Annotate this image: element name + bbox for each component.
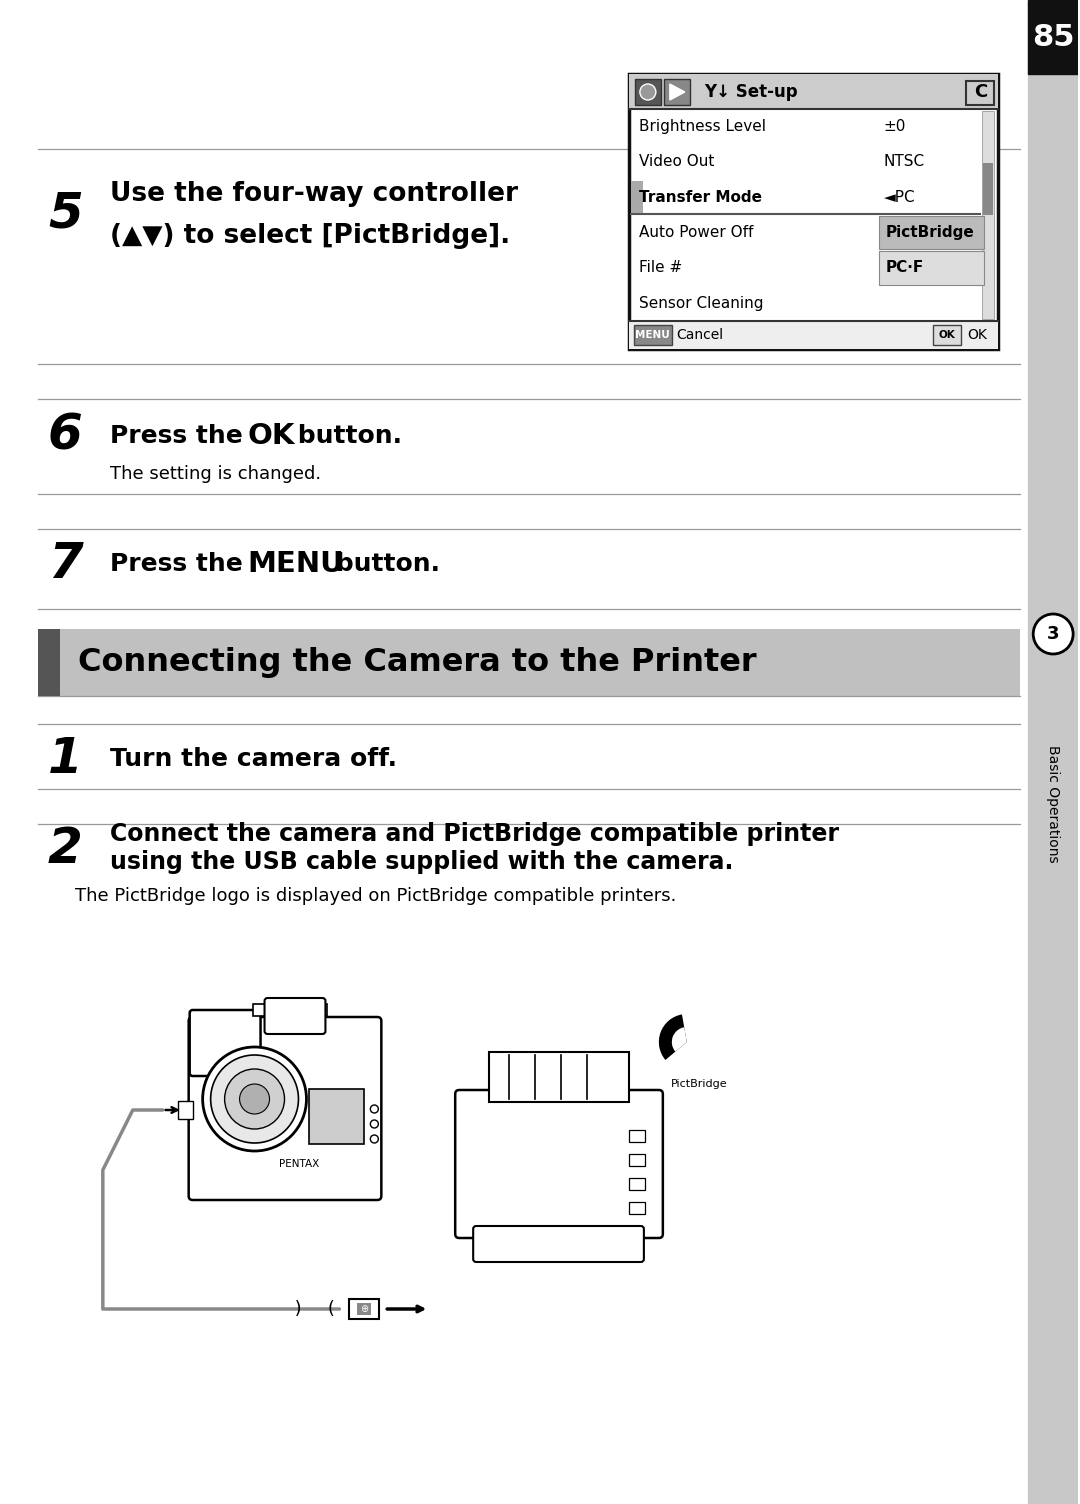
Bar xyxy=(629,1178,645,1190)
Bar xyxy=(38,629,1021,696)
Text: 6: 6 xyxy=(48,412,83,460)
Text: )  (: ) ( xyxy=(293,1299,336,1318)
Text: PENTAX: PENTAX xyxy=(280,1160,320,1169)
Text: using the USB cable supplied with the camera.: using the USB cable supplied with the ca… xyxy=(110,850,733,874)
Bar xyxy=(879,217,984,250)
Bar xyxy=(1028,0,1078,1504)
Bar xyxy=(629,1154,645,1166)
Bar xyxy=(631,180,643,214)
Bar xyxy=(489,1051,629,1102)
Bar xyxy=(933,325,961,344)
FancyBboxPatch shape xyxy=(189,1017,381,1200)
Text: The setting is changed.: The setting is changed. xyxy=(110,465,321,483)
Bar xyxy=(350,1299,379,1319)
Circle shape xyxy=(370,1136,378,1143)
Bar xyxy=(178,1101,192,1119)
Circle shape xyxy=(370,1120,378,1128)
Text: ◄PC: ◄PC xyxy=(883,190,915,205)
Text: button.: button. xyxy=(327,552,441,576)
Text: OK: OK xyxy=(968,328,987,341)
Text: Connect the camera and PictBridge compatible printer: Connect the camera and PictBridge compat… xyxy=(110,823,839,845)
Bar xyxy=(879,251,984,284)
Bar xyxy=(635,80,661,105)
Wedge shape xyxy=(672,1027,687,1051)
Bar xyxy=(629,74,998,349)
Text: Basic Operations: Basic Operations xyxy=(1047,744,1061,863)
Circle shape xyxy=(211,1054,298,1143)
Bar xyxy=(253,1005,327,1017)
Bar xyxy=(983,111,995,319)
Bar xyxy=(357,1302,372,1314)
Circle shape xyxy=(639,84,656,99)
Text: PC·F: PC·F xyxy=(886,260,923,275)
Text: PictBridge: PictBridge xyxy=(671,1078,728,1089)
FancyBboxPatch shape xyxy=(473,1226,644,1262)
Text: MENU: MENU xyxy=(635,329,671,340)
Text: button.: button. xyxy=(289,424,403,448)
Text: (▲▼) to select [PictBridge].: (▲▼) to select [PictBridge]. xyxy=(110,223,510,250)
Text: OK: OK xyxy=(939,329,956,340)
Text: 5: 5 xyxy=(48,190,83,238)
FancyBboxPatch shape xyxy=(265,999,325,1035)
Bar xyxy=(967,81,995,105)
Text: The PictBridge logo is displayed on PictBridge compatible printers.: The PictBridge logo is displayed on Pict… xyxy=(75,887,676,905)
Text: 85: 85 xyxy=(1031,23,1075,51)
Bar xyxy=(983,162,994,215)
Circle shape xyxy=(370,1105,378,1113)
Text: File #: File # xyxy=(639,260,683,275)
Bar xyxy=(38,629,59,696)
Polygon shape xyxy=(670,84,685,99)
FancyBboxPatch shape xyxy=(190,1011,260,1075)
Text: Connecting the Camera to the Printer: Connecting the Camera to the Printer xyxy=(78,647,756,678)
Text: Press the: Press the xyxy=(110,424,252,448)
Bar xyxy=(629,1130,645,1142)
Text: Brightness Level: Brightness Level xyxy=(639,119,766,134)
Text: Press the: Press the xyxy=(110,552,252,576)
Text: Sensor Cleaning: Sensor Cleaning xyxy=(639,296,764,311)
Text: Cancel: Cancel xyxy=(676,328,723,341)
Text: ⊕: ⊕ xyxy=(361,1304,368,1314)
Text: PictBridge: PictBridge xyxy=(886,226,974,241)
Text: MENU: MENU xyxy=(247,550,345,578)
Text: Turn the camera off.: Turn the camera off. xyxy=(110,747,396,772)
Text: Auto Power Off: Auto Power Off xyxy=(639,226,753,241)
Text: C: C xyxy=(974,83,987,101)
Text: 1: 1 xyxy=(48,735,83,784)
Bar xyxy=(629,1202,645,1214)
Text: ±0: ±0 xyxy=(883,119,906,134)
Text: Video Out: Video Out xyxy=(639,155,714,170)
Text: OK: OK xyxy=(247,423,295,450)
Text: Y↓ Set-up: Y↓ Set-up xyxy=(704,83,797,101)
Text: Transfer Mode: Transfer Mode xyxy=(639,190,761,205)
Circle shape xyxy=(225,1069,284,1130)
Circle shape xyxy=(240,1084,270,1114)
Circle shape xyxy=(203,1047,307,1151)
Text: Use the four-way controller: Use the four-way controller xyxy=(110,180,517,208)
Text: NTSC: NTSC xyxy=(883,155,924,170)
Text: 2: 2 xyxy=(48,826,83,872)
Bar xyxy=(629,320,998,349)
Bar xyxy=(310,1089,364,1145)
Bar xyxy=(1028,0,1078,74)
Text: 3: 3 xyxy=(1047,626,1059,644)
Text: 7: 7 xyxy=(48,540,83,588)
Bar xyxy=(664,80,690,105)
Circle shape xyxy=(1034,614,1074,654)
FancyBboxPatch shape xyxy=(455,1090,663,1238)
Wedge shape xyxy=(659,1014,687,1060)
Bar xyxy=(629,74,998,108)
Bar xyxy=(634,325,672,344)
